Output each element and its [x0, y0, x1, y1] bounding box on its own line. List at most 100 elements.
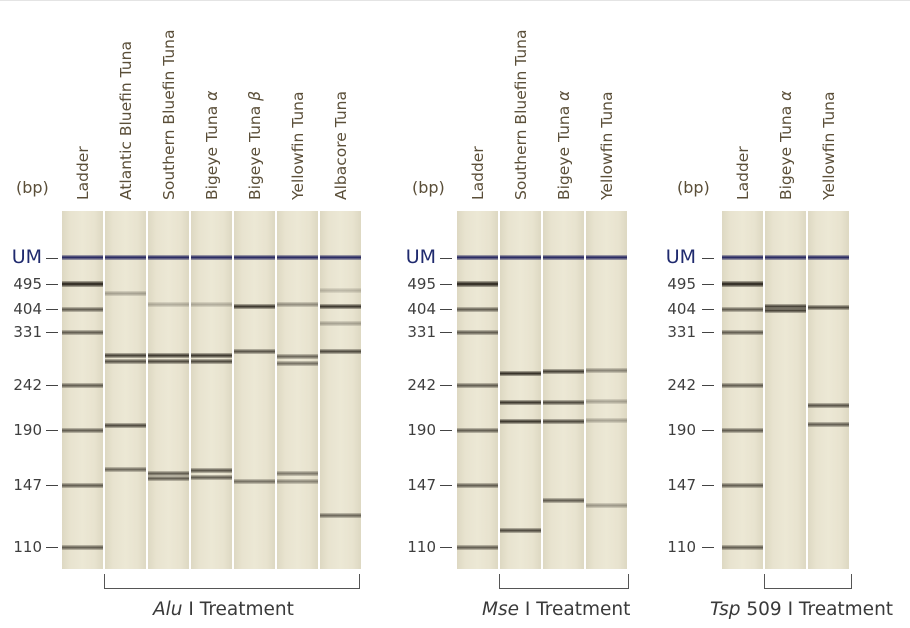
dna-band [62, 427, 103, 433]
marker-tick [46, 430, 58, 431]
marker-label-um: UM [11, 246, 42, 268]
marker-tick [440, 385, 452, 386]
lane-label-bigeye-tuna: Bigeye Tuna α [555, 91, 573, 200]
lane-label-greek-suffix: α [203, 90, 221, 101]
gel-lane-bigeye-tuna [543, 211, 584, 569]
dna-band [277, 470, 318, 476]
lane-label-bigeye-tuna: Bigeye Tuna α [203, 91, 221, 200]
lane-label-text: Southern Bluefin Tuna [160, 29, 178, 200]
marker-tick [702, 332, 714, 333]
lane-label-atlantic-bluefin-tuna: Atlantic Bluefin Tuna [117, 41, 135, 200]
enzyme-name: Tsp [710, 599, 741, 620]
marker-tick [702, 430, 714, 431]
marker-tick [46, 485, 58, 486]
gel-lane-bigeye-tuna [765, 211, 806, 569]
treatment-suffix: I Treatment [518, 599, 631, 620]
lane-label-text: Ladder [469, 146, 487, 200]
marker-label-331: 331 [407, 323, 436, 341]
lane-label-text: Bigeye Tuna [777, 100, 795, 200]
marker-label-242: 242 [407, 376, 436, 394]
marker-tick [440, 430, 452, 431]
marker-label-um: UM [405, 246, 436, 268]
marker-tick [440, 547, 452, 548]
marker-label-242: 242 [13, 376, 42, 394]
upper-marker-band [500, 255, 541, 260]
dna-band [234, 349, 275, 355]
upper-marker-band [586, 255, 627, 260]
marker-tick [702, 284, 714, 285]
dna-band [105, 352, 146, 358]
lane-label-ladder: Ladder [74, 146, 92, 200]
dna-band [320, 512, 361, 518]
dna-band [105, 291, 146, 297]
marker-tick [46, 547, 58, 548]
marker-tick [46, 332, 58, 333]
dna-band [457, 329, 498, 335]
dna-band [191, 302, 232, 308]
lane-label-greek-suffix: α [777, 90, 795, 101]
marker-label-110: 110 [13, 538, 42, 556]
enzyme-name: Mse [482, 599, 519, 620]
marker-tick [440, 332, 452, 333]
dna-band [62, 306, 103, 312]
marker-label-190: 190 [13, 421, 42, 439]
dna-band [148, 476, 189, 482]
marker-label-495: 495 [13, 275, 42, 293]
dna-band [808, 403, 849, 409]
treatment-bracket [499, 574, 629, 589]
dna-band [62, 382, 103, 388]
gel-lane-ladder [457, 211, 498, 569]
dna-band [586, 417, 627, 423]
dna-band [586, 398, 627, 404]
bp-unit-label: (bp) [677, 178, 710, 197]
marker-tick [46, 258, 58, 259]
lane-label-southern-bluefin-tuna: Southern Bluefin Tuna [512, 29, 530, 200]
marker-label-110: 110 [667, 538, 696, 556]
upper-marker-band [765, 255, 806, 260]
dna-band [105, 358, 146, 364]
treatment-label-alu: Alu I Treatment [153, 599, 294, 620]
marker-label-147: 147 [667, 476, 696, 494]
marker-label-242: 242 [667, 376, 696, 394]
gel-lane-yellowfin-tuna [808, 211, 849, 569]
treatment-label-tsp: Tsp 509 I Treatment [710, 599, 893, 620]
dna-band [586, 502, 627, 508]
dna-band [320, 288, 361, 294]
upper-marker-band [320, 255, 361, 260]
marker-tick [702, 547, 714, 548]
upper-marker-band [277, 255, 318, 260]
dna-band [62, 281, 103, 287]
upper-marker-band [191, 255, 232, 260]
marker-label-404: 404 [13, 300, 42, 318]
lane-label-ladder: Ladder [469, 146, 487, 200]
dna-band [457, 306, 498, 312]
dna-band [722, 306, 763, 312]
marker-label-404: 404 [667, 300, 696, 318]
gel-lane-southern-bluefin-tuna [500, 211, 541, 569]
marker-tick [702, 258, 714, 259]
dna-band [500, 370, 541, 376]
dna-band [457, 281, 498, 287]
gel-lane-ladder [722, 211, 763, 569]
lane-label-yellowfin-tuna: Yellowfin Tuna [820, 92, 838, 201]
marker-tick [46, 385, 58, 386]
lane-label-ladder: Ladder [734, 146, 752, 200]
dna-band [722, 382, 763, 388]
dna-band [277, 361, 318, 367]
gel-lane-yellowfin-tuna [586, 211, 627, 569]
marker-label-495: 495 [407, 275, 436, 293]
lane-label-text: Bigeye Tuna [555, 100, 573, 200]
upper-marker-band [808, 255, 849, 260]
dna-band [320, 349, 361, 355]
upper-marker-band [234, 255, 275, 260]
dna-band [500, 527, 541, 533]
dna-band [191, 352, 232, 358]
lane-label-southern-bluefin-tuna: Southern Bluefin Tuna [160, 29, 178, 200]
marker-label-147: 147 [407, 476, 436, 494]
lane-label-text: Bigeye Tuna [246, 100, 264, 200]
lane-label-text: Southern Bluefin Tuna [512, 29, 530, 200]
upper-marker-band [722, 255, 763, 260]
dna-band [808, 304, 849, 310]
lane-label-text: Atlantic Bluefin Tuna [117, 41, 135, 200]
top-border [0, 0, 910, 1]
